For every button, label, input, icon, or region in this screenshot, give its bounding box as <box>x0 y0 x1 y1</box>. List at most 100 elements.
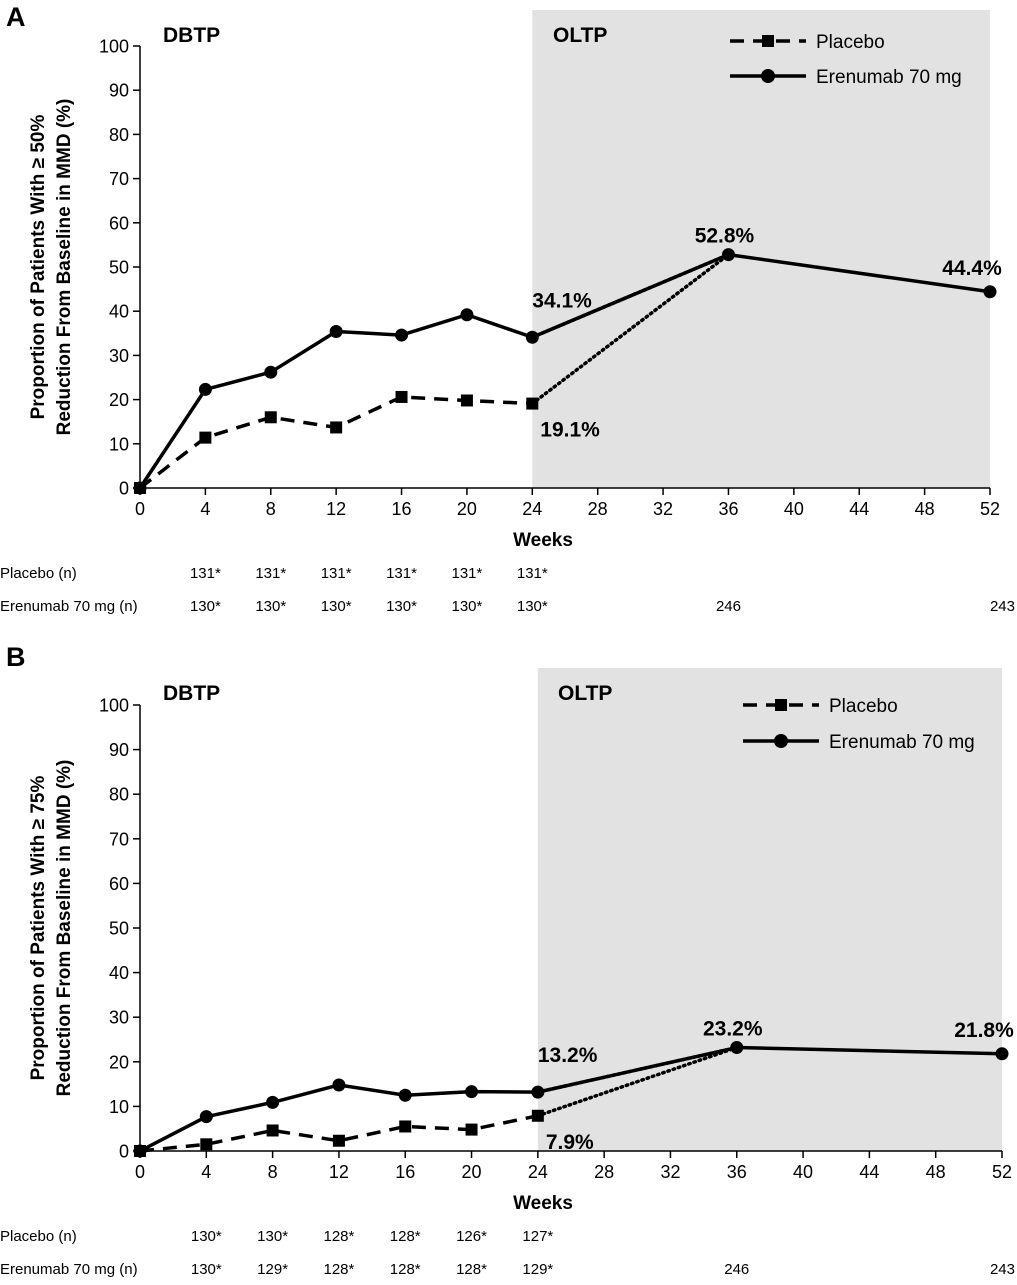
n-cell: 126* <box>456 1228 487 1245</box>
data-point-placebo <box>332 1134 345 1147</box>
period-label: DBTP <box>163 24 220 47</box>
n-cell: 131* <box>255 565 286 582</box>
n-cell: 129* <box>522 1261 553 1278</box>
n-cell: 131* <box>451 565 482 582</box>
x-tick-label: 36 <box>727 1162 747 1182</box>
data-point-erenumab <box>332 1078 346 1092</box>
y-tick-label: 30 <box>109 1008 129 1028</box>
legend: Placebo Erenumab 70 mg <box>743 696 975 753</box>
data-point-erenumab <box>264 365 278 379</box>
x-tick-label: 40 <box>784 499 804 519</box>
n-cell: 130* <box>321 598 352 615</box>
data-label: 44.4% <box>942 257 1002 280</box>
x-tick-label: 8 <box>268 1162 278 1182</box>
y-axis-title-line: Reduction From Baseline in MMD (%) <box>54 760 75 1097</box>
series-line-placebo <box>138 395 533 490</box>
n-row-label: Placebo (n) <box>0 1228 77 1245</box>
n-cell: 128* <box>456 1261 487 1278</box>
y-tick-label: 40 <box>109 963 129 983</box>
x-tick-label: 52 <box>992 1162 1012 1182</box>
x-tick-label: 32 <box>660 1162 680 1182</box>
n-cell: 243 <box>990 1261 1015 1278</box>
data-point-placebo <box>330 421 343 434</box>
n-cell: 130* <box>191 1228 222 1245</box>
data-label: 21.8% <box>954 1019 1014 1042</box>
data-point-placebo <box>395 390 408 403</box>
x-tick-label: 4 <box>201 1162 211 1182</box>
n-cell: 130* <box>386 598 417 615</box>
x-tick-label: 16 <box>392 499 412 519</box>
n-table: Placebo (n) 130* 130* 128* 128* 126* 127* Erenu… <box>0 1228 1015 1278</box>
panel-label: A <box>6 2 26 32</box>
n-cell: 130* <box>255 598 286 615</box>
data-point-erenumab <box>730 1041 744 1055</box>
data-point-erenumab <box>531 1085 545 1099</box>
y-tick-label: 90 <box>109 740 129 760</box>
y-tick-label: 0 <box>119 479 129 499</box>
transition-link <box>530 252 731 406</box>
x-tick-label: 28 <box>588 499 608 519</box>
legend-marker-square <box>775 699 787 711</box>
legend-label: Placebo <box>829 696 898 717</box>
data-label: 19.1% <box>540 419 600 442</box>
data-point-erenumab <box>465 1085 479 1099</box>
x-tick-label: 40 <box>793 1162 813 1182</box>
data-label: 23.2% <box>703 1018 763 1041</box>
period-shade <box>532 10 990 488</box>
x-tick-label: 12 <box>329 1162 349 1182</box>
data-label: 13.2% <box>538 1044 598 1067</box>
n-cell: 131* <box>190 565 221 582</box>
data-point-placebo <box>460 394 473 407</box>
y-tick-label: 20 <box>109 390 129 410</box>
data-label: 34.1% <box>532 289 592 312</box>
n-row-label: Erenumab 70 mg (n) <box>0 1261 138 1278</box>
data-point-placebo <box>200 1138 213 1151</box>
x-axis-title: Weeks <box>513 530 573 551</box>
n-cell: 131* <box>386 565 417 582</box>
x-axis-title: Weeks <box>513 1193 573 1214</box>
period-label: OLTP <box>558 682 612 705</box>
x-tick-label: 0 <box>135 499 145 519</box>
y-axis-title-line: Proportion of Patients With ≥ 75% <box>28 776 49 1081</box>
y-tick-label: 80 <box>109 785 129 805</box>
y-tick-label: 60 <box>109 213 129 233</box>
x-tick-label: 12 <box>326 499 346 519</box>
n-cell: 128* <box>323 1261 354 1278</box>
x-tick-label: 44 <box>849 499 869 519</box>
n-cell: 130* <box>451 598 482 615</box>
n-cell: 130* <box>517 598 548 615</box>
n-cell: 127* <box>522 1228 553 1245</box>
n-cell: 131* <box>517 565 548 582</box>
n-table: Placebo (n) 131* 131* 131* 131* 131* 131* Erenu… <box>0 565 1015 615</box>
x-tick-label: 28 <box>594 1162 614 1182</box>
data-point-erenumab <box>460 308 474 322</box>
legend-marker-square <box>762 35 774 47</box>
data-point-erenumab <box>398 1088 412 1102</box>
legend-label: Erenumab 70 mg <box>829 732 975 753</box>
legend-label: Placebo <box>816 32 885 53</box>
y-tick-label: 40 <box>109 302 129 322</box>
data-point-placebo <box>264 411 277 424</box>
y-tick-label: 0 <box>119 1142 129 1162</box>
y-tick-label: 100 <box>99 696 129 716</box>
n-cell: 129* <box>257 1261 288 1278</box>
data-point-erenumab <box>721 248 735 262</box>
x-tick-label: 8 <box>266 499 276 519</box>
data-point-placebo <box>465 1123 478 1136</box>
y-tick-label: 50 <box>109 919 129 939</box>
x-tick-label: 24 <box>528 1162 548 1182</box>
n-cell: 128* <box>323 1228 354 1245</box>
n-cell: 128* <box>390 1228 421 1245</box>
n-cell: 243 <box>990 598 1015 615</box>
data-point-placebo <box>199 431 212 444</box>
data-point-erenumab <box>198 382 212 396</box>
data-point-erenumab <box>133 1144 147 1158</box>
n-cell: 130* <box>191 1261 222 1278</box>
data-point-placebo <box>526 397 539 410</box>
period-label: DBTP <box>163 682 220 705</box>
data-point-erenumab <box>525 330 539 344</box>
data-point-placebo <box>266 1124 279 1137</box>
